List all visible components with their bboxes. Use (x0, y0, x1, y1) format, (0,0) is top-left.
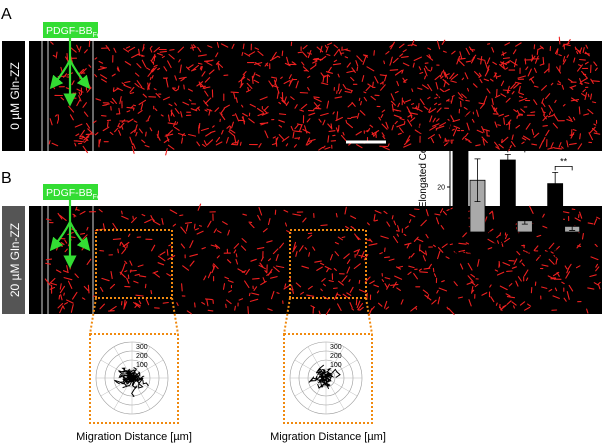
panel-b-source-tag: PDGF-BBFc (43, 184, 101, 201)
x-tick-label: 3 (542, 237, 547, 246)
svg-text:PDGF-BBFc: PDGF-BBFc (46, 187, 101, 201)
significance-bracket (507, 147, 526, 153)
panel-a-source-tag: PDGF-BBFc (43, 22, 101, 39)
panel-b-source-sub: Fc (93, 194, 101, 201)
panel-c-chart: 0 20 40 60 1.5 3 4.5 n.s. ** ** Elongated Cells [%… (418, 95, 598, 261)
polar-left-tick-300: 300 (136, 344, 148, 351)
significance-bracket (554, 165, 573, 171)
significance-label: ** (513, 138, 521, 148)
error-bar (552, 171, 559, 196)
polar-right-caption: Migration Distance [µm] (270, 431, 386, 443)
panel-b-letter: B (1, 170, 12, 187)
x-axis-label: Distance from Channel [mm] (450, 249, 577, 260)
y-tick-label: 0 (441, 230, 445, 237)
polar-right-tick-200: 200 (330, 353, 342, 360)
y-tick-label: 20 (437, 185, 445, 192)
polar-plot-right: 300 200 100 (283, 333, 373, 424)
panel-b-condition-text: 20 µM Gln-ZZ (8, 223, 22, 297)
error-bar (521, 216, 528, 225)
panel-a-source-sub: Fc (93, 32, 101, 39)
significance-bracket (460, 117, 478, 122)
x-tick-label: 4.5 (586, 237, 598, 246)
polar-plot-left: 300 200 100 (89, 333, 179, 424)
polar-left-tick-200: 200 (136, 353, 148, 360)
error-bar (474, 158, 481, 203)
polar-left-caption: Migration Distance [µm] (76, 431, 192, 443)
svg-text:PDGF-BBFc: PDGF-BBFc (46, 25, 101, 39)
roi-box-right (289, 229, 367, 299)
panel-a-micrograph (29, 36, 602, 156)
y-axis-label: Elongated Cells [%] (418, 121, 429, 208)
polar-plot-left-rings (95, 341, 169, 415)
significance-label: n.s. (462, 108, 477, 118)
roi-box-left (95, 229, 173, 299)
panel-b-source-label: PDGF-BB (46, 187, 93, 199)
polar-right-tick-100: 100 (330, 362, 342, 369)
panel-a-condition-label: 0 µM Gln-ZZ (2, 41, 25, 151)
y-tick-label: 60 (437, 95, 445, 102)
panel-a-source-label: PDGF-BB (46, 25, 93, 37)
panel-a-letter: A (1, 6, 12, 23)
panel-b-condition-label: 20 µM Gln-ZZ (2, 206, 25, 314)
significance-label: ** (560, 156, 568, 166)
y-tick-label: 40 (437, 140, 445, 147)
x-tick-label: 1.5 (492, 237, 504, 246)
error-bar (457, 123, 464, 159)
bar-black (499, 159, 516, 233)
polar-left-tick-100: 100 (136, 362, 148, 369)
polar-right-tick-300: 300 (330, 344, 342, 351)
panel-b-diffusion-arrows (49, 200, 91, 269)
panel-c-letter: C (409, 67, 421, 84)
error-bar (504, 153, 511, 167)
error-bar (569, 221, 576, 231)
panel-a-cells (48, 36, 601, 156)
panel-a-diffusion-arrows (49, 38, 91, 107)
polar-plot-right-rings (289, 341, 363, 415)
panel-a-condition-text: 0 µM Gln-ZZ (8, 62, 22, 130)
